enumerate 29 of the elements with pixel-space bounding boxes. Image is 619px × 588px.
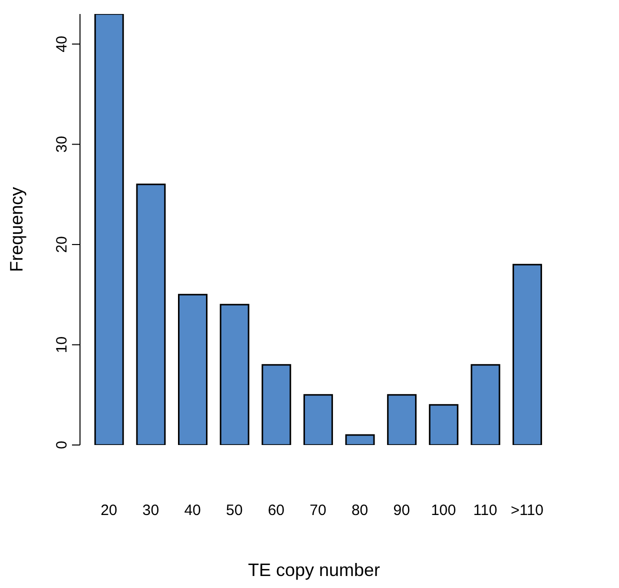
bar [178,294,208,445]
x-tick-label: 60 [268,502,285,519]
bar [136,184,166,445]
bar [220,304,250,445]
x-tick-label: 90 [393,502,410,519]
x-tick-label: 110 [473,502,498,519]
y-tick-label: 0 [54,440,70,450]
bar [303,394,333,445]
x-tick-label: 20 [100,502,118,519]
bar [470,364,500,445]
y-axis-title: Frequency [6,186,26,272]
bar [512,264,542,445]
x-tick-label: 70 [310,502,326,519]
x-tick-label: >110 [510,502,544,519]
bar [428,404,458,445]
y-tick-label: 20 [54,236,70,253]
bar [345,434,375,445]
y-tick-label: 30 [54,136,70,153]
x-tick-label: 50 [226,502,243,519]
x-tick-label: 100 [430,502,456,519]
y-tick-label: 40 [54,36,70,52]
x-tick-label: 80 [351,502,368,519]
bar [387,394,417,445]
bar [94,14,124,445]
x-axis-title: TE copy number [248,560,380,580]
y-tick-label: 10 [54,336,70,354]
x-tick-label: 40 [184,502,201,519]
x-tick-label: 30 [142,502,160,519]
bar [262,364,292,445]
